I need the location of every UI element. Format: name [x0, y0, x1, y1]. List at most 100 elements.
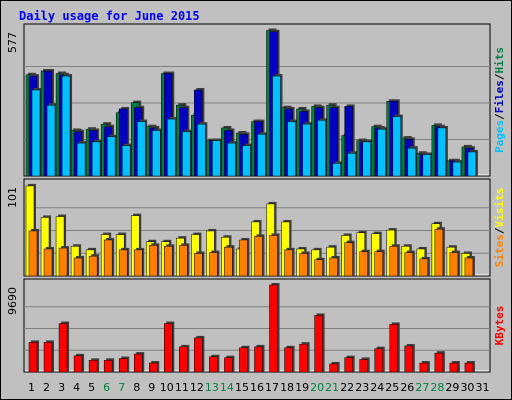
y-tick-label-bottom: 9690: [6, 287, 19, 315]
bar-kbytes-day-25: [389, 324, 399, 373]
bar-sites-day-27: [419, 258, 429, 277]
bar-sites-day-25: [389, 246, 399, 277]
x-tick-label-day-2: 2: [43, 381, 50, 394]
bar-kbytes-day-27: [419, 362, 429, 373]
bar-kbytes-day-23: [359, 359, 368, 373]
y-tick-label-middle: 101: [6, 187, 19, 208]
x-tick-label-day-3: 3: [58, 381, 65, 394]
right-label-part: /: [493, 113, 506, 120]
bar-pages-day-2: [46, 104, 56, 177]
x-tick-label-day-25: 25: [385, 381, 399, 394]
x-tick-label-day-18: 18: [280, 381, 294, 394]
bar-kbytes-day-11: [179, 346, 188, 373]
bar-sites-day-3: [58, 247, 68, 277]
y-tick-label-top: 577: [6, 32, 19, 53]
bar-kbytes-day-15: [239, 347, 248, 373]
bar-kbytes-day-9: [149, 362, 158, 373]
bar-sites-day-17: [269, 235, 278, 277]
bar-pages-day-22: [347, 152, 356, 177]
bar-pages-day-11: [182, 131, 191, 177]
x-tick-label-day-14: 14: [220, 381, 234, 394]
bar-pages-day-14: [227, 142, 236, 177]
right-label-part: Sites: [493, 234, 506, 267]
bar-sites-day-19: [299, 253, 308, 277]
bar-sites-day-24: [374, 251, 383, 277]
x-tick-label-day-10: 10: [160, 381, 174, 394]
bar-pages-day-9: [152, 130, 161, 177]
x-tick-label-day-31: 31: [475, 381, 489, 394]
x-tick-label-day-17: 17: [265, 381, 279, 394]
bar-sites-day-26: [404, 252, 414, 277]
bar-kbytes-day-17: [269, 284, 278, 373]
bar-sites-day-12: [194, 253, 203, 277]
x-tick-label-day-19: 19: [295, 381, 309, 394]
bar-sites-day-1: [28, 230, 38, 277]
bar-pages-day-18: [287, 121, 296, 177]
bar-kbytes-day-6: [103, 360, 113, 373]
x-tick-label-day-22: 22: [340, 381, 354, 394]
bar-kbytes-day-2: [43, 342, 53, 373]
right-label-part: Pages: [493, 120, 506, 153]
right-label-part: /: [493, 227, 506, 234]
x-tick-label-day-8: 8: [133, 381, 140, 394]
x-tick-label-day-23: 23: [355, 381, 369, 394]
bar-sites-day-28: [434, 228, 444, 277]
bar-pages-day-28: [437, 127, 447, 177]
x-tick-label-day-26: 26: [400, 381, 414, 394]
x-tick-label-day-24: 24: [370, 381, 384, 394]
bar-pages-day-10: [167, 118, 176, 177]
bar-sites-day-29: [449, 252, 459, 277]
bar-sites-day-23: [359, 251, 368, 277]
bar-pages-day-8: [136, 121, 146, 177]
bar-kbytes-day-8: [133, 353, 143, 373]
bar-sites-day-18: [284, 249, 293, 277]
bar-sites-day-13: [209, 252, 218, 277]
bar-kbytes-day-22: [344, 357, 353, 373]
bar-pages-day-5: [91, 141, 101, 177]
bar-kbytes-day-20: [314, 315, 323, 373]
bar-pages-day-25: [392, 116, 402, 177]
bar-sites-day-4: [73, 257, 83, 277]
bar-kbytes-day-3: [58, 323, 68, 373]
bar-kbytes-day-19: [299, 343, 308, 373]
bar-kbytes-day-28: [434, 352, 444, 373]
bar-kbytes-day-30: [464, 362, 474, 373]
bar-pages-day-17: [272, 75, 281, 177]
x-tick-label-day-28: 28: [430, 381, 444, 394]
bar-sites-day-20: [314, 259, 323, 277]
right-label-top: Pages/Files/Hits: [493, 47, 506, 153]
x-tick-label-day-21: 21: [325, 381, 339, 394]
bar-kbytes-day-24: [374, 348, 383, 373]
bar-pages-day-24: [377, 128, 386, 177]
right-label-part: Files: [493, 80, 506, 113]
bar-sites-day-11: [179, 245, 188, 277]
bar-kbytes-day-13: [209, 356, 218, 373]
x-tick-label-day-30: 30: [460, 381, 474, 394]
bar-sites-day-7: [118, 249, 128, 277]
bar-sites-day-6: [103, 239, 113, 277]
bar-sites-day-8: [133, 249, 143, 277]
bar-kbytes-day-16: [254, 346, 263, 373]
bar-pages-day-23: [362, 141, 371, 177]
right-label-part: KBytes: [493, 306, 506, 346]
right-label-part: Hits: [493, 47, 506, 74]
bar-sites-day-22: [344, 242, 353, 277]
bar-kbytes-day-26: [404, 345, 414, 373]
bar-kbytes-day-4: [73, 355, 83, 373]
bar-sites-day-30: [464, 257, 474, 277]
right-label-bottom: KBytes: [493, 306, 506, 346]
bar-sites-day-10: [164, 246, 173, 277]
x-tick-label-day-7: 7: [118, 381, 125, 394]
bar-kbytes-day-5: [88, 360, 98, 373]
bar-pages-day-26: [407, 147, 417, 177]
bar-pages-day-13: [212, 140, 221, 177]
bar-sites-day-14: [224, 246, 233, 277]
bar-kbytes-day-29: [449, 362, 459, 373]
bar-pages-day-19: [302, 123, 311, 177]
x-tick-label-day-15: 15: [235, 381, 249, 394]
x-tick-label-day-1: 1: [28, 381, 35, 394]
x-tick-label-day-5: 5: [88, 381, 95, 394]
bar-pages-day-7: [121, 145, 131, 177]
bar-pages-day-3: [61, 75, 71, 177]
